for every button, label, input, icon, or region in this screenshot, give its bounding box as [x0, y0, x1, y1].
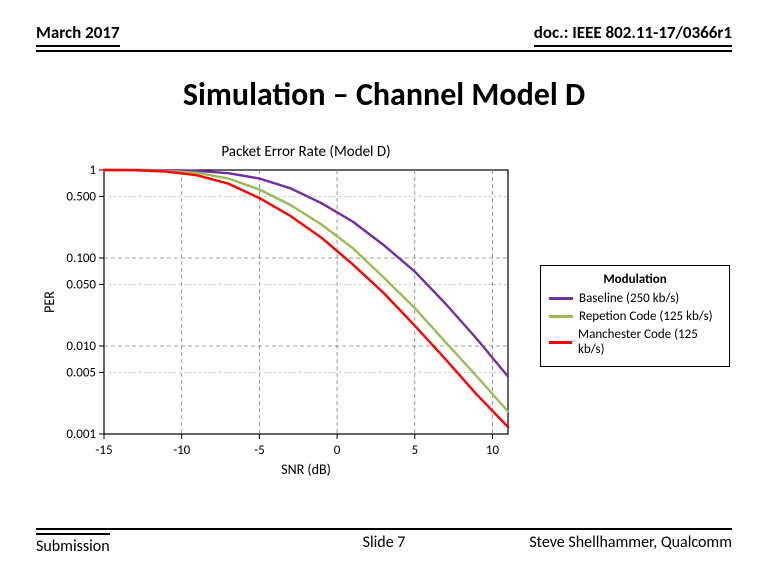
legend-item: Baseline (250 kb/s): [549, 291, 721, 306]
slide-header: March 2017 doc.: IEEE 802.11-17/0366r1: [36, 22, 732, 52]
legend-title: Modulation: [549, 272, 721, 287]
footer-right: Steve Shellhammer, Qualcomm: [529, 533, 732, 556]
legend-item: Repetion Code (125 kb/s): [549, 309, 721, 324]
svg-text:5: 5: [411, 443, 418, 458]
svg-text:0.005: 0.005: [66, 365, 96, 380]
svg-text:0.050: 0.050: [66, 277, 96, 292]
svg-text:SNR (dB): SNR (dB): [281, 461, 331, 478]
per-chart: Packet Error Rate (Model D) -15 -10 -5 0 5 10 0…: [40, 140, 520, 480]
svg-text:-10: -10: [173, 443, 191, 458]
svg-text:0.001: 0.001: [66, 427, 96, 442]
header-doc: doc.: IEEE 802.11-17/0366r1: [534, 22, 732, 47]
page-title: Simulation – Channel Model D: [0, 75, 768, 114]
legend-item: Manchester Code (125 kb/s): [549, 327, 721, 357]
svg-text:Packet Error Rate (Model D): Packet Error Rate (Model D): [221, 143, 390, 161]
legend-label: Repetion Code (125 kb/s): [579, 309, 713, 324]
svg-text:0.100: 0.100: [66, 251, 96, 266]
svg-text:10: 10: [486, 443, 500, 458]
svg-text:0.010: 0.010: [66, 339, 96, 354]
svg-text:-15: -15: [95, 443, 112, 458]
svg-text:0: 0: [334, 443, 341, 458]
svg-text:1: 1: [89, 163, 96, 178]
legend-label: Baseline (250 kb/s): [579, 291, 679, 306]
header-date: March 2017: [36, 22, 120, 47]
legend: Modulation Baseline (250 kb/s) Repetion C…: [540, 265, 730, 367]
legend-label: Manchester Code (125 kb/s): [578, 327, 721, 357]
footer-center: Slide 7: [363, 533, 406, 552]
legend-swatch: [549, 297, 573, 300]
svg-text:-5: -5: [254, 443, 265, 458]
legend-swatch: [549, 341, 572, 344]
legend-swatch: [549, 315, 573, 318]
svg-text:0.500: 0.500: [66, 189, 96, 204]
footer-left: Submission: [36, 533, 110, 556]
svg-text:PER: PER: [41, 291, 58, 313]
slide-footer: Submission Slide 7 Steve Shellhammer, Qu…: [36, 528, 732, 556]
